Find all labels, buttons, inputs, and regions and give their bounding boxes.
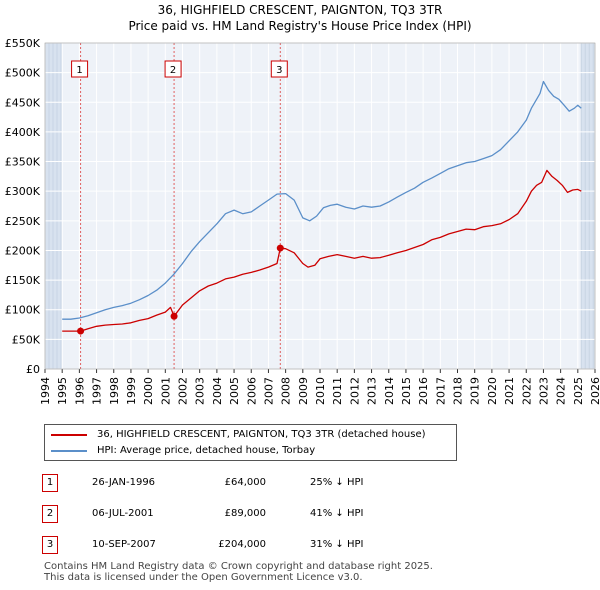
legend-label-hpi: HPI: Average price, detached house, Torb… xyxy=(97,445,316,456)
y-tick-label: £150K xyxy=(5,274,41,287)
price-chart: £0 £50K £100K £150K £200K £250K £300K £350K £400… xyxy=(5,37,600,405)
sale-label-number: 3 xyxy=(276,65,282,76)
x-tick-label: 2013 xyxy=(366,377,379,405)
y-tick-label: £550K xyxy=(5,37,41,50)
y-tick-label: £400K xyxy=(5,126,41,139)
transaction-price: £204,000 xyxy=(218,539,266,550)
shade-after-data xyxy=(581,43,595,369)
sale-label-box xyxy=(71,60,89,78)
sale-label-number: 1 xyxy=(76,65,82,76)
transaction-number: 1 xyxy=(42,474,58,492)
x-tick-label: 2003 xyxy=(194,377,207,405)
x-tick-label: 2010 xyxy=(314,377,327,405)
x-tick-label: 2014 xyxy=(383,377,396,405)
x-tick-label: 2000 xyxy=(142,377,155,405)
x-tick-label: 1997 xyxy=(91,377,104,405)
transaction-number: 2 xyxy=(42,505,58,523)
legend: 36, HIGHFIELD CRESCENT, PAIGNTON, TQ3 3T… xyxy=(44,424,457,461)
x-tick-label: 2009 xyxy=(297,377,310,405)
transaction-row: 3 10-SEP-2007 £204,000 31% ↓ HPI xyxy=(0,536,600,554)
x-tick-label: 2022 xyxy=(520,377,533,405)
y-tick-label: £200K xyxy=(5,244,41,257)
series-line-property xyxy=(62,169,582,332)
transaction-hpi-diff: 25% ↓ HPI xyxy=(310,477,364,488)
footer-copyright: Contains HM Land Registry data © Crown c… xyxy=(44,561,433,572)
x-tick-label: 2021 xyxy=(503,377,516,405)
sale-point xyxy=(170,312,178,320)
sale-label-box xyxy=(164,60,182,78)
y-tick-label: £250K xyxy=(5,215,41,228)
transaction-hpi-diff: 41% ↓ HPI xyxy=(310,508,364,519)
plot-border xyxy=(44,42,596,370)
x-tick-label: 1999 xyxy=(125,377,138,405)
shade-before-data xyxy=(45,43,63,369)
series-line-hpi xyxy=(62,80,582,320)
x-tick-label: 2015 xyxy=(400,377,413,405)
sale-point xyxy=(276,244,284,252)
x-tick-label: 2020 xyxy=(486,377,499,405)
transaction-price: £64,000 xyxy=(224,477,266,488)
x-tick-label: 2012 xyxy=(348,377,361,405)
x-tick-label: 2026 xyxy=(589,377,600,405)
x-tick-label: 2007 xyxy=(262,377,275,405)
sale-label-number: 2 xyxy=(170,65,176,76)
y-tick-label: £100K xyxy=(5,304,41,317)
y-tick-label: £350K xyxy=(5,156,41,169)
sale-label-box xyxy=(270,60,288,78)
transaction-row: 2 06-JUL-2001 £89,000 41% ↓ HPI xyxy=(0,505,600,523)
chart-title: 36, HIGHFIELD CRESCENT, PAIGNTON, TQ3 3T… xyxy=(157,3,443,17)
transaction-date: 10-SEP-2007 xyxy=(92,539,156,550)
transaction-row: 1 26-JAN-1996 £64,000 25% ↓ HPI xyxy=(0,474,600,492)
x-tick-label: 2018 xyxy=(452,377,465,405)
x-tick-label: 2008 xyxy=(280,377,293,405)
legend-swatch-hpi xyxy=(51,450,87,452)
transaction-price: £89,000 xyxy=(224,508,266,519)
transaction-hpi-diff: 31% ↓ HPI xyxy=(310,539,364,550)
x-tick-label: 1996 xyxy=(73,377,86,405)
x-tick-label: 2005 xyxy=(228,377,241,405)
x-tick-label: 2017 xyxy=(434,377,447,405)
x-tick-label: 2001 xyxy=(159,377,172,405)
transaction-date: 06-JUL-2001 xyxy=(92,508,154,519)
y-tick-label: £300K xyxy=(5,185,41,198)
x-tick-label: 1998 xyxy=(108,377,121,405)
x-tick-label: 2002 xyxy=(177,377,190,405)
x-tick-label: 2019 xyxy=(469,377,482,405)
transaction-date: 26-JAN-1996 xyxy=(92,477,156,488)
legend-swatch-property xyxy=(51,434,87,436)
x-tick-label: 1995 xyxy=(56,377,69,405)
x-tick-label: 2004 xyxy=(211,377,224,405)
x-tick-label: 1994 xyxy=(39,377,52,405)
y-tick-label: £0 xyxy=(26,363,40,376)
x-tick-label: 2023 xyxy=(537,377,550,405)
y-tick-label: £450K xyxy=(5,96,41,109)
legend-label-property: 36, HIGHFIELD CRESCENT, PAIGNTON, TQ3 3T… xyxy=(97,429,426,440)
y-tick-label: £500K xyxy=(5,67,41,80)
x-tick-label: 2024 xyxy=(555,377,568,405)
sale-point xyxy=(77,327,85,335)
footer-licence: This data is licensed under the Open Gov… xyxy=(44,572,363,583)
x-tick-label: 2011 xyxy=(331,377,344,405)
chart-subtitle: Price paid vs. HM Land Registry's House … xyxy=(128,19,472,33)
x-tick-label: 2016 xyxy=(417,377,430,405)
x-tick-label: 2006 xyxy=(245,377,258,405)
x-tick-label: 2025 xyxy=(572,377,585,405)
transaction-number: 3 xyxy=(42,536,58,554)
y-tick-label: £50K xyxy=(12,333,41,346)
